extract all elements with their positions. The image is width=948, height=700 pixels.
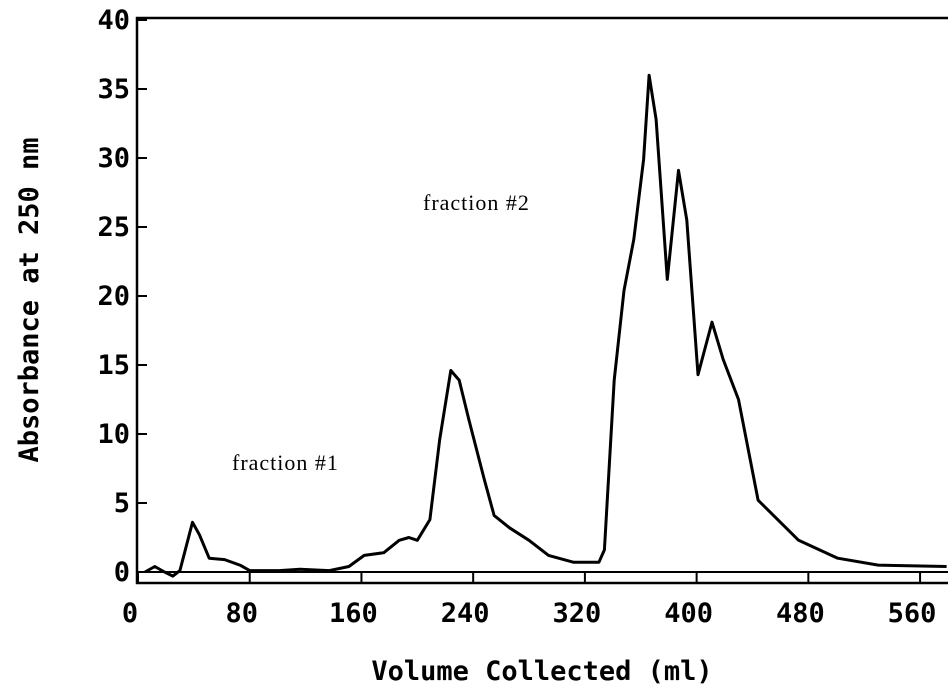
y-tick-label: 30 (97, 143, 130, 174)
x-tick-label: 80 (225, 598, 258, 629)
plot-frame (135, 16, 948, 585)
y-tick-label: 25 (97, 212, 130, 243)
y-axis-title: Absorbance at 250 nm (14, 137, 45, 462)
annotation: fraction #2 (423, 190, 530, 215)
x-tick-label: 560 (888, 598, 937, 629)
y-tick-label: 0 (114, 557, 130, 588)
x-axis-title: Volume Collected (ml) (371, 656, 712, 687)
y-tick-label: 35 (97, 74, 130, 105)
x-tick-label: 0 (122, 598, 138, 629)
y-tick-label: 40 (97, 5, 130, 36)
x-tick-label: 320 (553, 598, 602, 629)
annotation: fraction #1 (232, 450, 339, 475)
x-tick-label: 240 (441, 598, 490, 629)
y-tick-label: 20 (97, 281, 130, 312)
x-tick-label: 400 (664, 598, 713, 629)
data-line (144, 73, 947, 578)
x-tick-label: 480 (776, 598, 825, 629)
y-tick-label: 5 (114, 488, 130, 519)
y-tick-label: 15 (97, 350, 130, 381)
y-tick-label: 10 (97, 419, 130, 450)
x-tick-label: 160 (329, 598, 378, 629)
